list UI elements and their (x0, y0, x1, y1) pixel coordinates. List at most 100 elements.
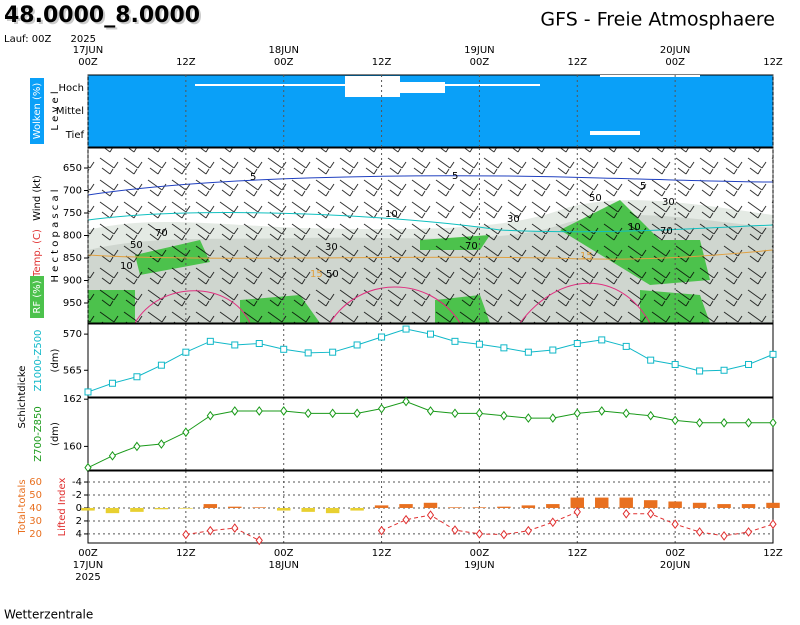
date-label-bottom: 20JUN (660, 560, 690, 571)
marker (549, 346, 557, 354)
marker (377, 525, 386, 536)
marker (647, 508, 655, 519)
marker (402, 396, 410, 407)
marker (500, 410, 508, 421)
clouds (195, 75, 700, 135)
bar (766, 502, 780, 508)
contour-label: 30 (325, 242, 338, 253)
contour-label: 50 (326, 269, 339, 280)
marker (182, 427, 190, 438)
y-tick-label: 565 (63, 365, 82, 376)
bar (252, 507, 266, 508)
wind-panel (87, 147, 774, 324)
marker (524, 413, 532, 423)
title-shadow: 48.0000_8.0000 (6, 5, 202, 30)
hour-label-top: 00Z (470, 57, 490, 68)
contour-label: 50 (130, 240, 143, 251)
marker (402, 514, 410, 525)
date-label-bottom: 19JUN (464, 560, 494, 571)
hour-label-top: 00Z (78, 57, 98, 68)
y-tick-label: 162 (63, 394, 82, 405)
marker (231, 406, 239, 416)
marker (84, 388, 92, 396)
y2-tick-label: 4 (76, 529, 82, 540)
bar (276, 507, 291, 511)
marker (573, 340, 581, 348)
series-label: Total-totals (17, 479, 28, 535)
marker (402, 325, 410, 333)
year-top: 2025 (71, 34, 96, 45)
marker (744, 527, 753, 537)
bar (692, 502, 707, 508)
bar (423, 502, 438, 508)
date-label-top: 18JUN (268, 45, 298, 56)
bar (643, 500, 658, 508)
marker (720, 531, 728, 541)
contour-label: 15 (310, 269, 323, 280)
date-label-bottom: 17JUN (73, 560, 103, 571)
bar (301, 507, 315, 512)
marker (427, 330, 434, 338)
bar (350, 507, 364, 511)
marker (157, 439, 166, 449)
pressure-label: H e c t o p a s c a l (50, 189, 61, 282)
contour-label: 5 (640, 181, 646, 192)
rh-label: RF (%) (32, 280, 43, 313)
cloud-label-box (30, 78, 44, 144)
contour-label: 5 (250, 172, 256, 183)
level: Hoch (59, 83, 84, 94)
bar (717, 504, 731, 508)
marker (329, 408, 337, 419)
marker (769, 350, 777, 358)
marker (671, 519, 679, 530)
marker (622, 508, 630, 519)
bar (741, 504, 756, 508)
panel (87, 323, 774, 398)
unit-label: (dm) (50, 348, 61, 372)
bar (668, 501, 682, 508)
level-label: L e v e l (50, 91, 61, 130)
contour-label: 5 (452, 171, 458, 182)
marker (475, 340, 483, 348)
marker (378, 333, 386, 341)
marker (206, 525, 214, 536)
y2-tick-label: 2 (76, 516, 82, 527)
marker (475, 529, 484, 539)
marker (280, 345, 288, 353)
contour-label: 50 (589, 193, 602, 204)
hour-label-top: 12Z (176, 57, 196, 68)
marker (549, 517, 557, 528)
marker (622, 342, 630, 350)
marker (280, 406, 288, 416)
marker (426, 510, 435, 520)
marker (206, 410, 214, 421)
bar (448, 507, 462, 508)
marker (549, 413, 557, 423)
marker (329, 348, 337, 356)
marker (353, 408, 361, 419)
pressure-tick-label: 800 (63, 231, 82, 242)
marker (524, 348, 532, 356)
marker (108, 451, 117, 461)
marker (304, 349, 312, 357)
marker (475, 408, 484, 419)
hour-label-bottom: 12Z (176, 548, 196, 559)
date-label-top: 20JUN (660, 45, 690, 56)
bar (179, 507, 193, 509)
temp-label: Temp. (C) (32, 229, 43, 278)
pressure-tick-label: 700 (63, 186, 82, 197)
hour-label-bottom: 12Z (763, 548, 783, 559)
y2-tick-label: -4 (72, 477, 82, 488)
marker (745, 360, 753, 368)
contour-label: 30 (507, 214, 520, 225)
bar (325, 507, 340, 514)
date-label-top: 17JUN (73, 45, 103, 56)
bar (521, 505, 536, 508)
contour-label: 10 (120, 261, 133, 272)
bar (374, 505, 389, 508)
cloud-label: Wolken (%) (32, 83, 43, 140)
hour-label-bottom: 12Z (372, 548, 392, 559)
bar (595, 497, 609, 508)
pressure-tick-label: 650 (63, 163, 82, 174)
hour-label-bottom: 00Z (78, 548, 98, 559)
